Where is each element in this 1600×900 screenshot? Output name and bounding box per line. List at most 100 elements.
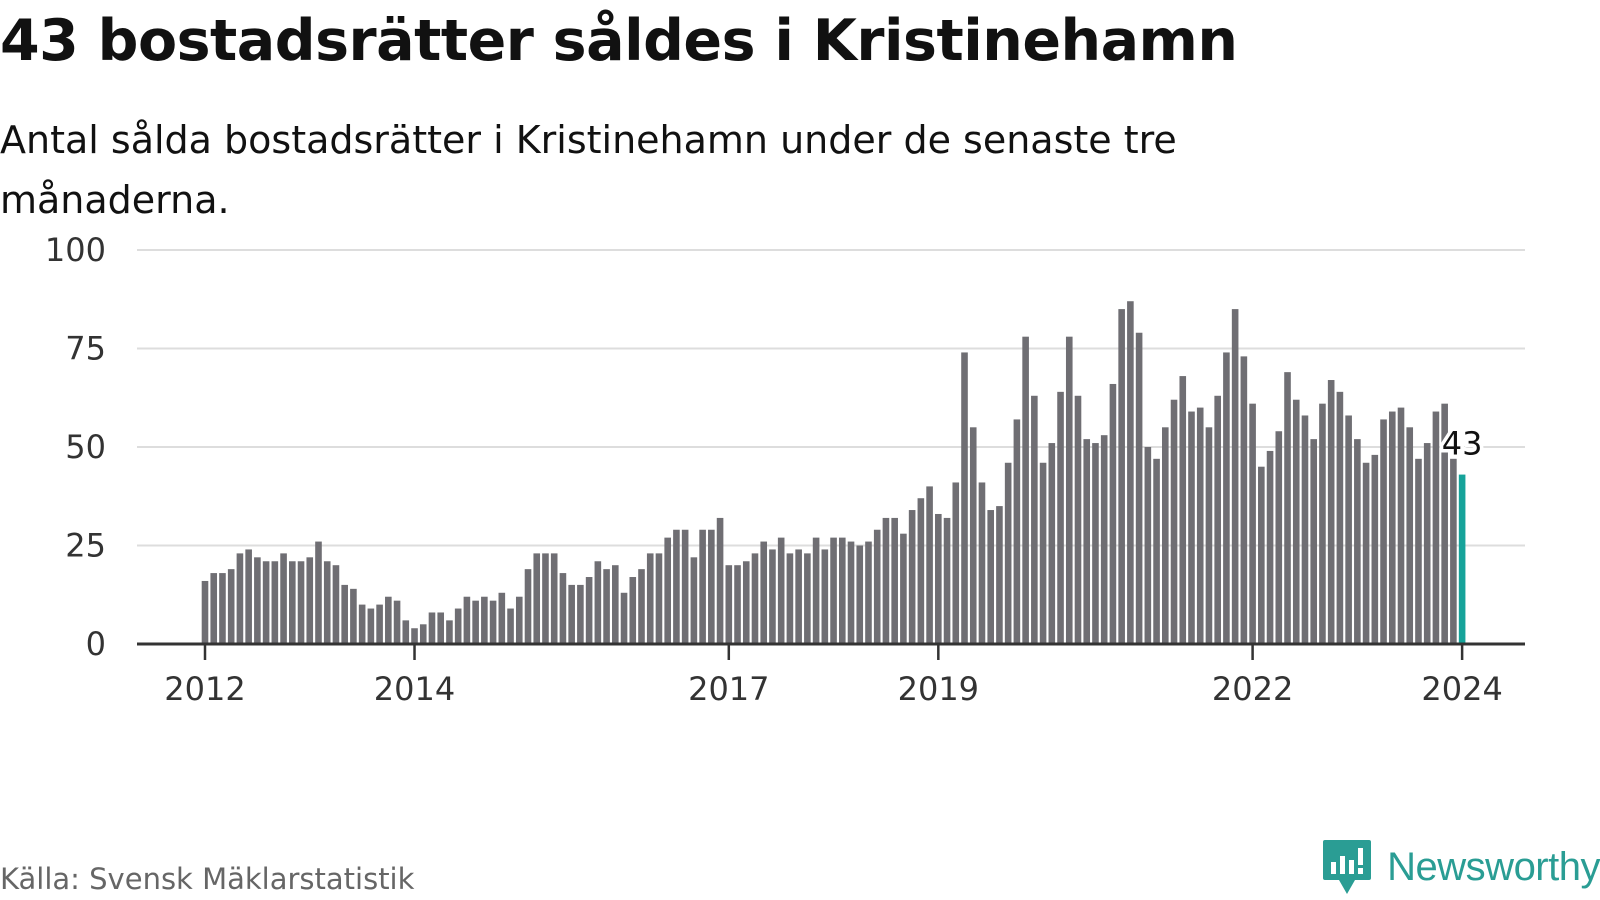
bar	[1083, 439, 1091, 644]
chart-title: 43 bostadsrätter såldes i Kristinehamn	[0, 8, 1238, 74]
bar	[655, 553, 663, 644]
bar	[1231, 309, 1239, 644]
bar	[385, 596, 392, 644]
bar	[786, 553, 794, 644]
bar	[437, 612, 445, 644]
bar	[498, 592, 506, 644]
y-tick-label: 50	[65, 428, 106, 466]
bar	[1057, 391, 1064, 644]
bar	[900, 533, 907, 644]
chart-subtitle: Antal sålda bostadsrätter i Kristinehamn…	[0, 118, 1177, 222]
bar	[1092, 443, 1099, 644]
bar	[1074, 395, 1082, 644]
bar	[1266, 450, 1274, 644]
bar	[716, 517, 724, 644]
brand-name: Newsworthy	[1387, 844, 1600, 889]
bar	[1004, 462, 1012, 644]
bar	[542, 553, 549, 644]
bar	[393, 600, 401, 644]
bar	[1170, 399, 1178, 644]
bar	[585, 577, 593, 644]
bar	[271, 561, 279, 644]
bar-chart: 0 25 50 75 100 2012 2014 2017 2019 2022 2024 43	[45, 231, 1525, 708]
bar	[926, 486, 933, 644]
bar	[227, 569, 235, 644]
bar	[760, 541, 768, 644]
bar	[350, 588, 357, 644]
bar	[533, 553, 541, 644]
bar	[402, 620, 410, 644]
bar	[908, 510, 916, 644]
bar	[629, 577, 637, 644]
bar	[446, 620, 453, 644]
bar	[289, 561, 296, 644]
bar	[507, 608, 514, 644]
bar	[1441, 403, 1448, 644]
bar	[1214, 395, 1221, 644]
bar	[725, 565, 733, 644]
bar	[489, 600, 497, 644]
bar	[1022, 336, 1029, 644]
y-tick-label: 100	[45, 231, 106, 269]
bar	[1310, 439, 1318, 644]
x-tick-label: 2024	[1421, 670, 1502, 708]
x-tick-label: 2019	[898, 670, 979, 708]
bar	[777, 537, 785, 644]
bar	[515, 596, 523, 644]
bar	[1292, 399, 1300, 644]
bar	[1397, 407, 1405, 644]
bar	[463, 596, 471, 644]
y-tick-label: 0	[86, 625, 106, 663]
bar	[664, 537, 671, 644]
bar	[996, 506, 1003, 644]
bar	[935, 513, 942, 644]
bar	[699, 529, 706, 644]
bar	[742, 561, 750, 644]
y-tick-label: 25	[65, 527, 106, 565]
bar	[559, 573, 567, 644]
bar	[804, 553, 811, 644]
bar	[297, 561, 305, 644]
bar	[734, 565, 741, 644]
bar	[978, 482, 986, 644]
bar	[638, 569, 645, 644]
annotations: 43	[1438, 421, 1486, 466]
bar	[865, 541, 872, 644]
bar	[1223, 352, 1230, 644]
bar	[1275, 431, 1283, 644]
bar	[245, 549, 252, 644]
bar	[856, 545, 864, 644]
bar	[323, 561, 331, 644]
bar	[1135, 332, 1143, 644]
bar	[882, 517, 890, 644]
bar	[1345, 415, 1352, 644]
y-axis-ticks: 0 25 50 75 100	[45, 231, 106, 663]
bar	[376, 604, 383, 644]
bar	[1127, 301, 1134, 644]
bar	[306, 557, 314, 644]
bars	[201, 301, 1466, 644]
bar	[341, 584, 348, 644]
bar	[1371, 454, 1379, 644]
bar	[603, 569, 610, 644]
bar	[961, 352, 968, 644]
bar	[568, 584, 575, 644]
bar	[236, 553, 244, 644]
bar	[1179, 376, 1187, 644]
bar	[280, 553, 287, 644]
source-note: Källa: Svensk Mäklarstatistik	[0, 862, 415, 896]
bar	[1039, 462, 1047, 644]
x-tick-label: 2012	[164, 670, 245, 708]
bar	[1319, 403, 1326, 644]
bar	[1144, 447, 1152, 644]
bar	[1362, 462, 1370, 644]
bar	[411, 628, 418, 644]
bar	[751, 553, 759, 644]
bar	[917, 498, 925, 644]
bar	[550, 553, 558, 644]
bar	[673, 529, 680, 644]
brand-logo[interactable]: Newsworthy	[1321, 838, 1600, 896]
bar	[358, 604, 366, 644]
bar	[1031, 395, 1038, 644]
y-tick-label: 75	[65, 330, 106, 368]
